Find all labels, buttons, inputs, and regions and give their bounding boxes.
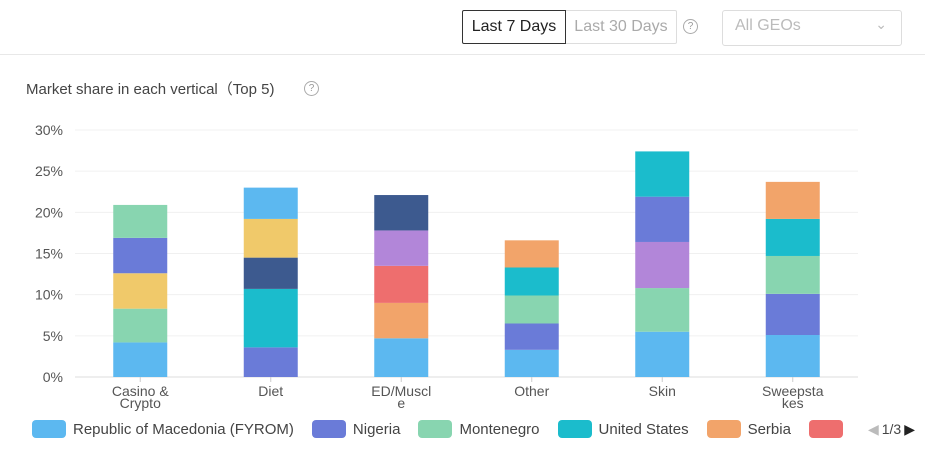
y-tick-label: 10% [35,287,63,303]
legend-label: United States [598,420,689,438]
legend-item[interactable]: Montenegro [418,420,540,438]
help-icon[interactable]: ? [304,81,319,96]
bar-segment[interactable] [243,347,298,377]
y-tick-label: 5% [43,328,63,344]
x-tick-label: Other [514,383,549,399]
bar-segment[interactable] [635,288,690,332]
x-tick-label: Casino & [112,383,169,399]
bar-segment[interactable] [374,338,429,377]
legend-swatch [557,420,592,438]
bar-segment[interactable] [765,255,820,294]
chevron-down-icon: ⌄ [875,16,887,32]
legend-item[interactable]: United States [557,420,689,438]
legend-page-indicator: 1/3 [881,421,902,437]
legend-label: Nigeria [352,420,401,438]
x-tick-label: kes [782,395,804,411]
help-icon[interactable]: ? [683,19,698,34]
bar-segment[interactable] [113,273,168,309]
bar-segment[interactable] [243,288,298,348]
bar-segment[interactable] [113,342,168,377]
legend-swatch [808,420,843,438]
legend-swatch [311,420,346,438]
y-tick-label: 30% [35,122,63,138]
y-tick-label: 25% [35,163,63,179]
bar-segment[interactable] [765,293,820,336]
bar-segment[interactable] [374,195,429,231]
bar-segment[interactable] [635,151,690,197]
x-tick-label: Diet [258,383,283,399]
legend-item[interactable]: Republic of Macedonia (FYROM) [32,420,294,438]
bar-segment[interactable] [635,196,690,242]
x-tick-label: Crypto [120,395,161,411]
bar-segment[interactable] [765,218,820,256]
geo-select[interactable]: All GEOs ⌄ [722,10,902,46]
last-30-days-button[interactable]: Last 30 Days [566,10,677,44]
bar-segment[interactable] [504,323,559,350]
chart-title: Market share in each vertical（Top 5) [26,81,275,98]
legend-label: Serbia [747,420,791,438]
bar-segment[interactable] [113,237,168,274]
bar-segment[interactable] [374,230,429,266]
geo-select-value: All GEOs [735,17,801,34]
bar-segment[interactable] [113,204,168,238]
legend-pager: ◀ 1/3 ▶ [868,421,915,438]
x-tick-label: ED/Muscl [371,383,431,399]
legend-swatch [706,420,741,438]
bar-segment[interactable] [243,187,298,219]
legend-label: Montenegro [459,420,540,438]
bar-segment[interactable] [113,308,168,343]
bar-segment[interactable] [504,349,559,377]
bar-segment[interactable] [765,181,820,219]
bar-segment[interactable] [504,267,559,296]
y-tick-label: 20% [35,204,63,220]
y-tick-label: 0% [43,369,63,385]
prev-page-icon[interactable]: ◀ [867,420,879,437]
x-tick-label: e [397,395,405,411]
bar-segment[interactable] [374,302,429,339]
bar-segment[interactable] [504,240,559,268]
next-page-icon[interactable]: ▶ [904,420,915,437]
bar-segment[interactable] [765,335,820,377]
toolbar: Last 7 Days Last 30 Days ? All GEOs ⌄ [0,0,925,55]
bar-segment[interactable] [504,295,559,324]
bar-segment[interactable] [243,257,298,289]
legend-item[interactable] [808,420,850,438]
x-tick-label: Sweepsta [762,383,824,399]
legend-swatch [418,420,453,438]
x-tick-label: Skin [649,383,676,399]
legend-item[interactable]: Serbia [706,420,791,438]
bar-segment[interactable] [635,241,690,289]
legend: Republic of Macedonia (FYROM) Nigeria Mont… [32,420,915,438]
last-7-days-button[interactable]: Last 7 Days [462,10,566,44]
bar-segment[interactable] [374,265,429,303]
legend-swatch [32,420,66,438]
legend-item[interactable]: Nigeria [311,420,401,438]
legend-label: Republic of Macedonia (FYROM) [73,420,294,438]
bar-segment[interactable] [243,218,298,258]
bar-segment[interactable] [635,331,690,377]
y-tick-label: 15% [35,246,63,262]
